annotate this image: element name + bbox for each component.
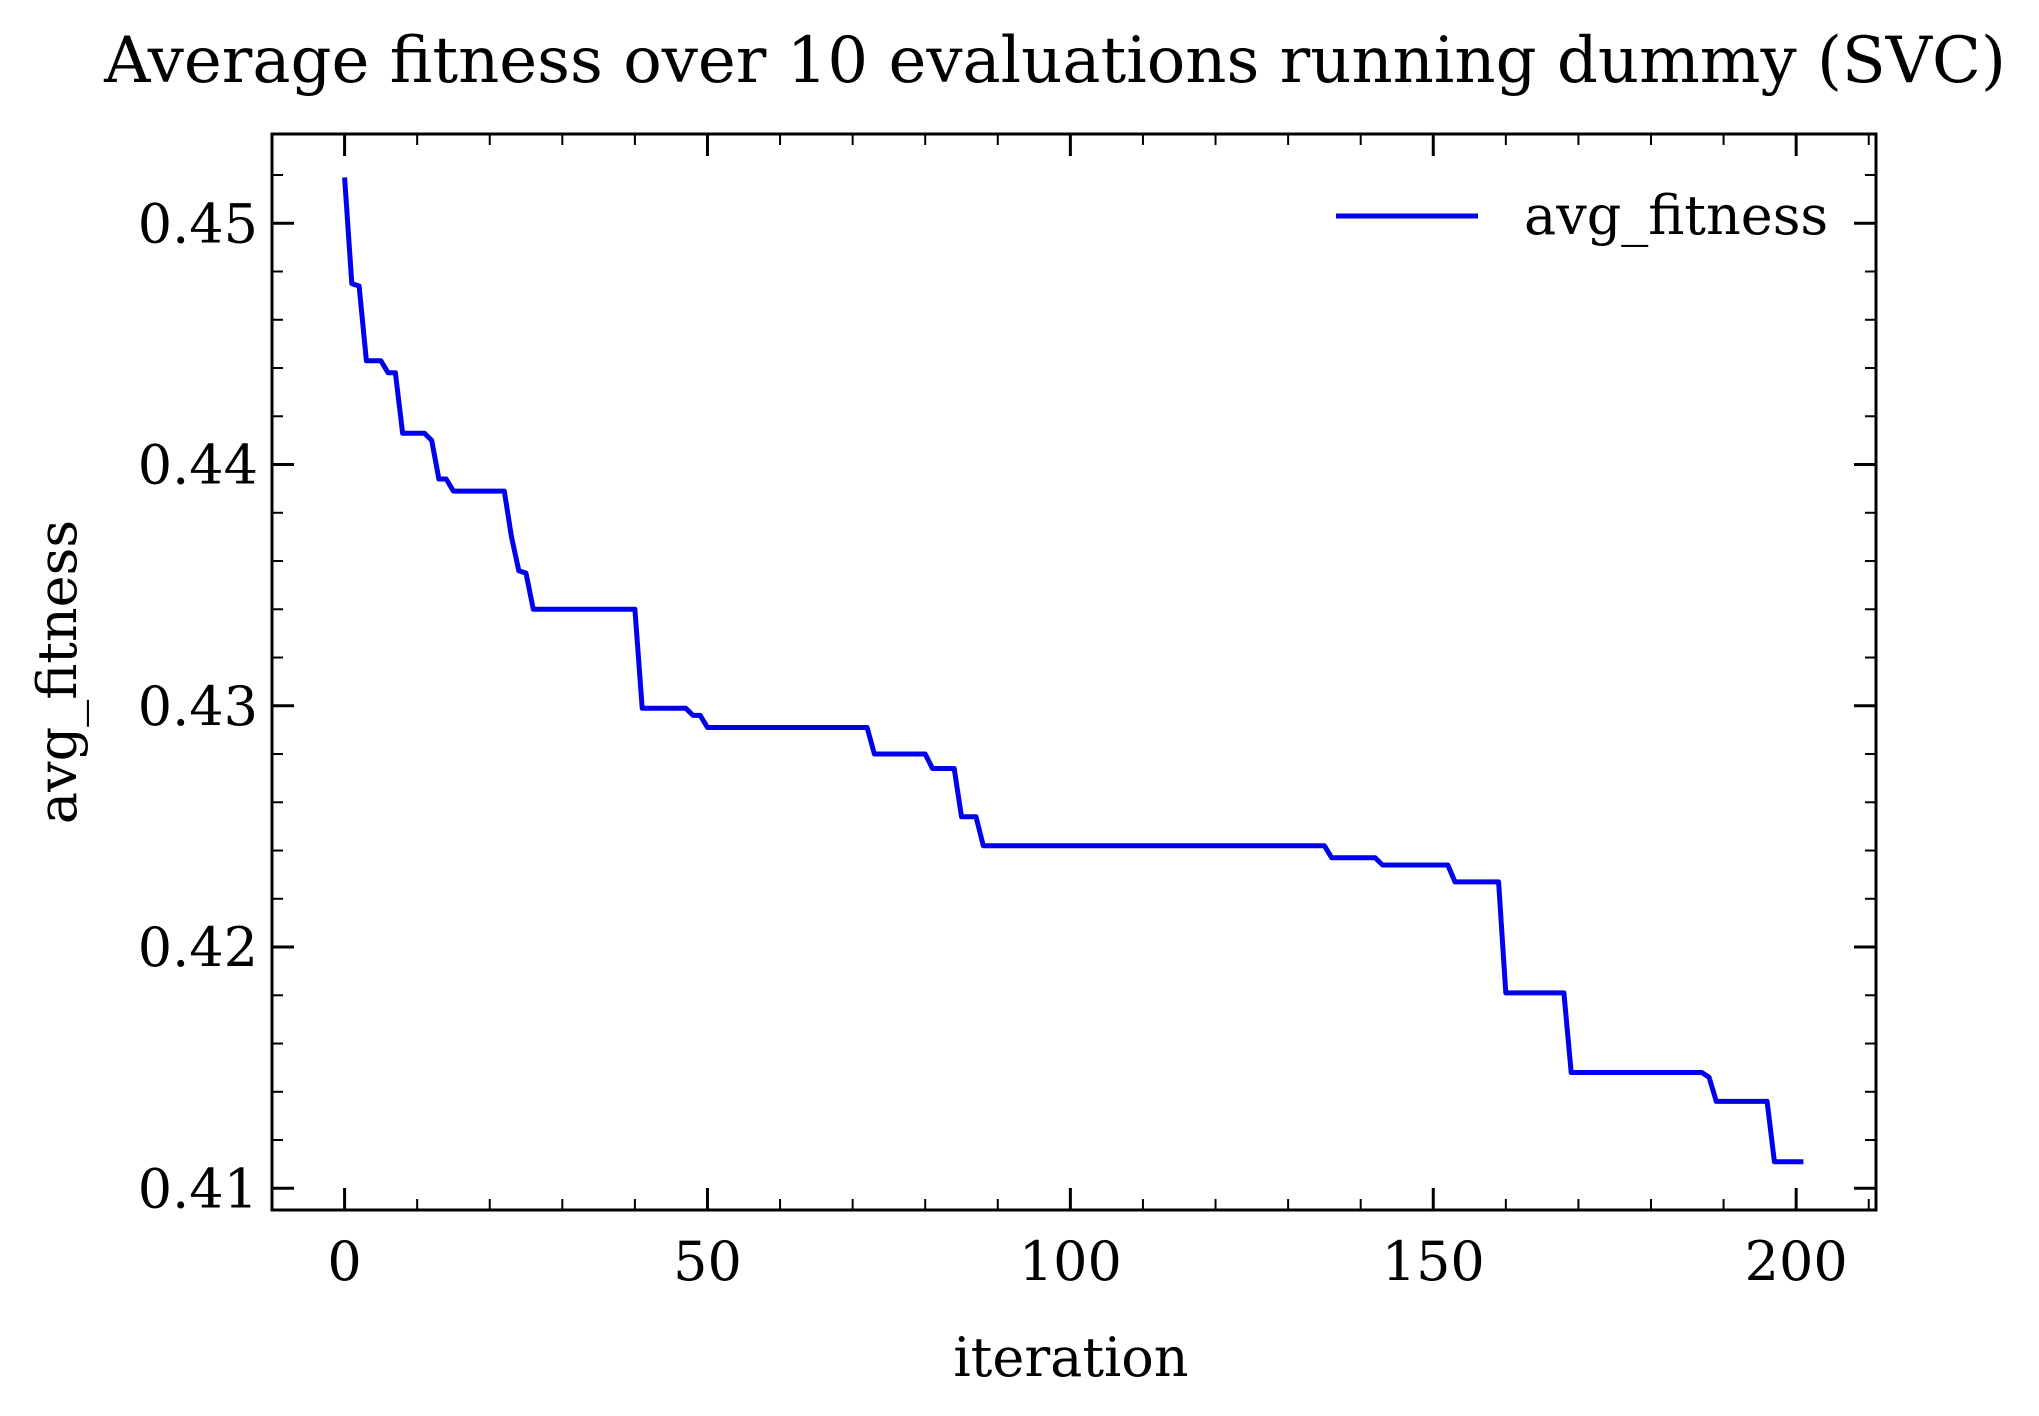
x-axis-label: iteration	[953, 1326, 1188, 1389]
legend: avg_fitness	[1336, 184, 1828, 247]
axis-ticks	[271, 134, 1876, 1210]
series-group	[342, 177, 1804, 1165]
series-line-avg-fitness	[342, 177, 1804, 1165]
x-tick-label: 0	[327, 1230, 361, 1293]
plot-frame	[270, 132, 1878, 1212]
legend-label-avg-fitness: avg_fitness	[1524, 184, 1828, 247]
chart-title: Average fitness over 10 evaluations runn…	[103, 24, 2006, 98]
y-tick-label: 0.41	[138, 1157, 258, 1220]
y-tick-label: 0.42	[138, 916, 258, 979]
x-tick-label: 50	[673, 1230, 742, 1293]
y-tick-label: 0.44	[138, 434, 258, 497]
y-tick-label: 0.45	[138, 192, 258, 255]
x-tick-label: 200	[1745, 1230, 1848, 1293]
y-tick-label: 0.43	[138, 675, 258, 738]
axis-tick-labels: 0 50 100 150 200 0.41 0.42 0.43 0.44 0.45	[138, 192, 1848, 1293]
x-tick-label: 100	[1019, 1230, 1122, 1293]
y-axis-label: avg_fitness	[26, 520, 89, 824]
x-tick-label: 150	[1382, 1230, 1485, 1293]
